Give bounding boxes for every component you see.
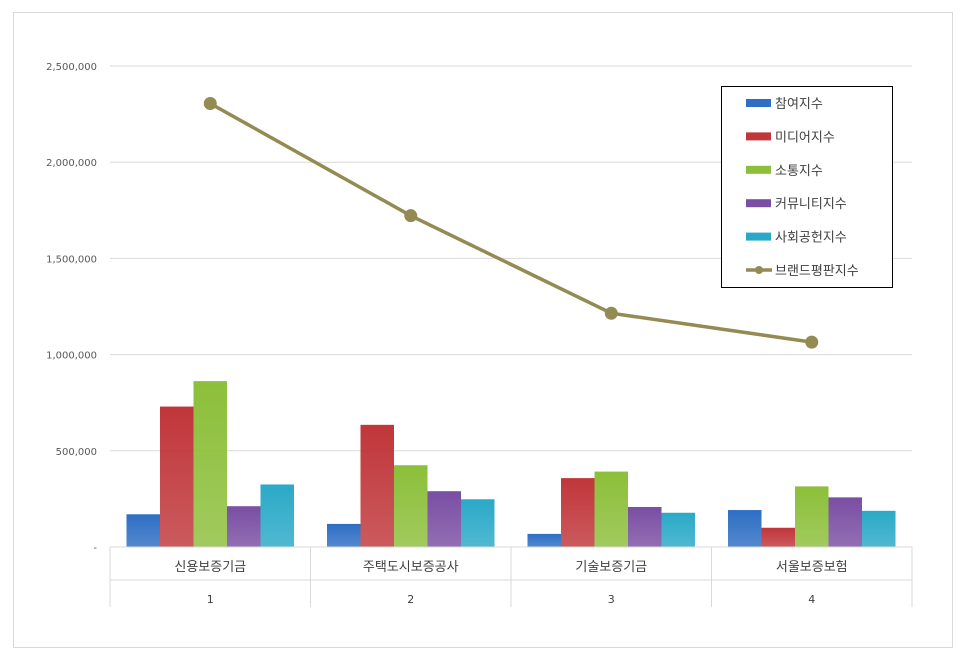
y-tick-label: 1,000,000 — [46, 351, 97, 362]
x-category-label: 서울보증보험 — [776, 560, 848, 575]
y-tick-label: 500,000 — [56, 447, 97, 458]
y-tick-label: 2,500,000 — [46, 62, 97, 73]
bar-소통지수 — [594, 471, 628, 547]
bar-사회공헌지수 — [862, 510, 896, 547]
bar-참여지수 — [527, 533, 561, 547]
bar-미디어지수 — [761, 527, 795, 547]
legend-label: 참여지수 — [775, 97, 823, 112]
line-point — [404, 209, 418, 223]
legend-swatch — [746, 232, 771, 241]
bar-커뮤니티지수 — [227, 506, 261, 547]
bar-참여지수 — [126, 514, 160, 547]
legend-swatch — [746, 132, 771, 141]
bar-참여지수 — [327, 523, 361, 547]
line-point — [604, 306, 618, 320]
bar-미디어지수 — [561, 478, 595, 547]
legend-label: 미디어지수 — [775, 130, 835, 145]
line-layer — [203, 97, 819, 349]
bar-미디어지수 — [360, 424, 394, 547]
bar-커뮤니티지수 — [828, 497, 862, 547]
line-브랜드평판지수 — [209, 101, 812, 344]
line-point — [805, 335, 819, 349]
legend-swatch — [746, 99, 771, 107]
legend-marker — [755, 266, 763, 274]
bar-참여지수 — [728, 510, 762, 547]
bar-커뮤니티지수 — [628, 506, 662, 547]
bar-커뮤니티지수 — [427, 491, 461, 547]
x-category-number: 4 — [808, 593, 815, 606]
axis-layer: - 500,000 1,000,000 1,500,000 2,000,000 2,500… — [46, 62, 913, 607]
legend-label: 커뮤니티지수 — [775, 197, 847, 212]
x-category-label: 신용보증기금 — [174, 560, 246, 575]
bar-소통지수 — [394, 465, 428, 547]
y-tick-label: - — [93, 543, 97, 554]
x-category-label: 주택도시보증공사 — [363, 560, 459, 575]
x-category-number: 2 — [407, 593, 414, 606]
y-tick-label: 2,000,000 — [46, 158, 97, 169]
bar-사회공헌지수 — [260, 484, 294, 547]
x-category-label: 기술보증기금 — [575, 560, 647, 575]
legend-label: 소통지수 — [775, 164, 823, 179]
bar-소통지수 — [795, 486, 829, 547]
bar-미디어지수 — [160, 406, 194, 547]
legend-swatch — [746, 165, 771, 174]
y-tick-label: 1,500,000 — [46, 254, 97, 265]
x-category-number: 3 — [608, 593, 615, 606]
legend-label: 사회공헌지수 — [775, 231, 847, 246]
bar-소통지수 — [193, 381, 227, 547]
line-point — [203, 97, 217, 111]
grid-layer — [110, 65, 912, 452]
bars-layer — [126, 381, 896, 547]
legend-label: 브랜드평판지수 — [775, 264, 859, 279]
legend-swatch — [746, 199, 771, 208]
bar-사회공헌지수 — [461, 499, 495, 547]
x-category-number: 1 — [207, 593, 214, 606]
legend-box — [721, 86, 893, 288]
bar-사회공헌지수 — [661, 512, 695, 547]
